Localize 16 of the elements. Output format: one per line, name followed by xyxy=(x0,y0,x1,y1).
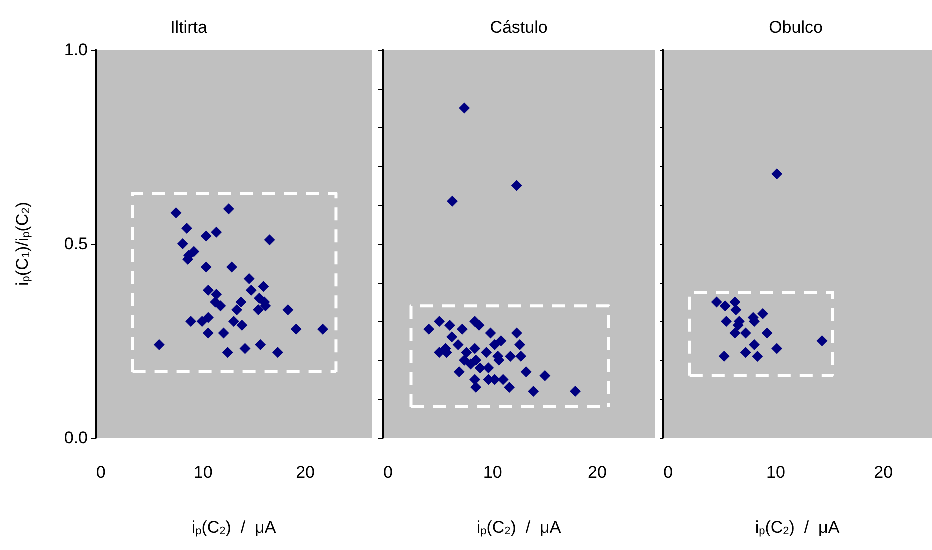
y-tick-label: 0.5 xyxy=(64,234,88,254)
chart-title: Cástulo xyxy=(490,18,548,37)
chart-title: Obulco xyxy=(769,18,823,37)
y-tick-label: 0.0 xyxy=(64,428,88,448)
x-tick-label: 20 xyxy=(588,463,607,482)
x-tick-label: 10 xyxy=(483,463,502,482)
x-tick-label: 10 xyxy=(194,463,213,482)
x-tick-label: 0 xyxy=(96,463,106,482)
y-tick-label: 1.0 xyxy=(64,40,88,60)
x-tick-label: 20 xyxy=(296,463,316,482)
x-tick-label: 0 xyxy=(383,463,393,482)
x-tick-label: 0 xyxy=(664,463,674,482)
x-tick-label: 20 xyxy=(874,463,894,482)
x-tick-label: 10 xyxy=(766,463,786,482)
chart-title: Iltirta xyxy=(170,18,208,37)
text: ip(C1)/ip(C2) xyxy=(13,202,32,286)
